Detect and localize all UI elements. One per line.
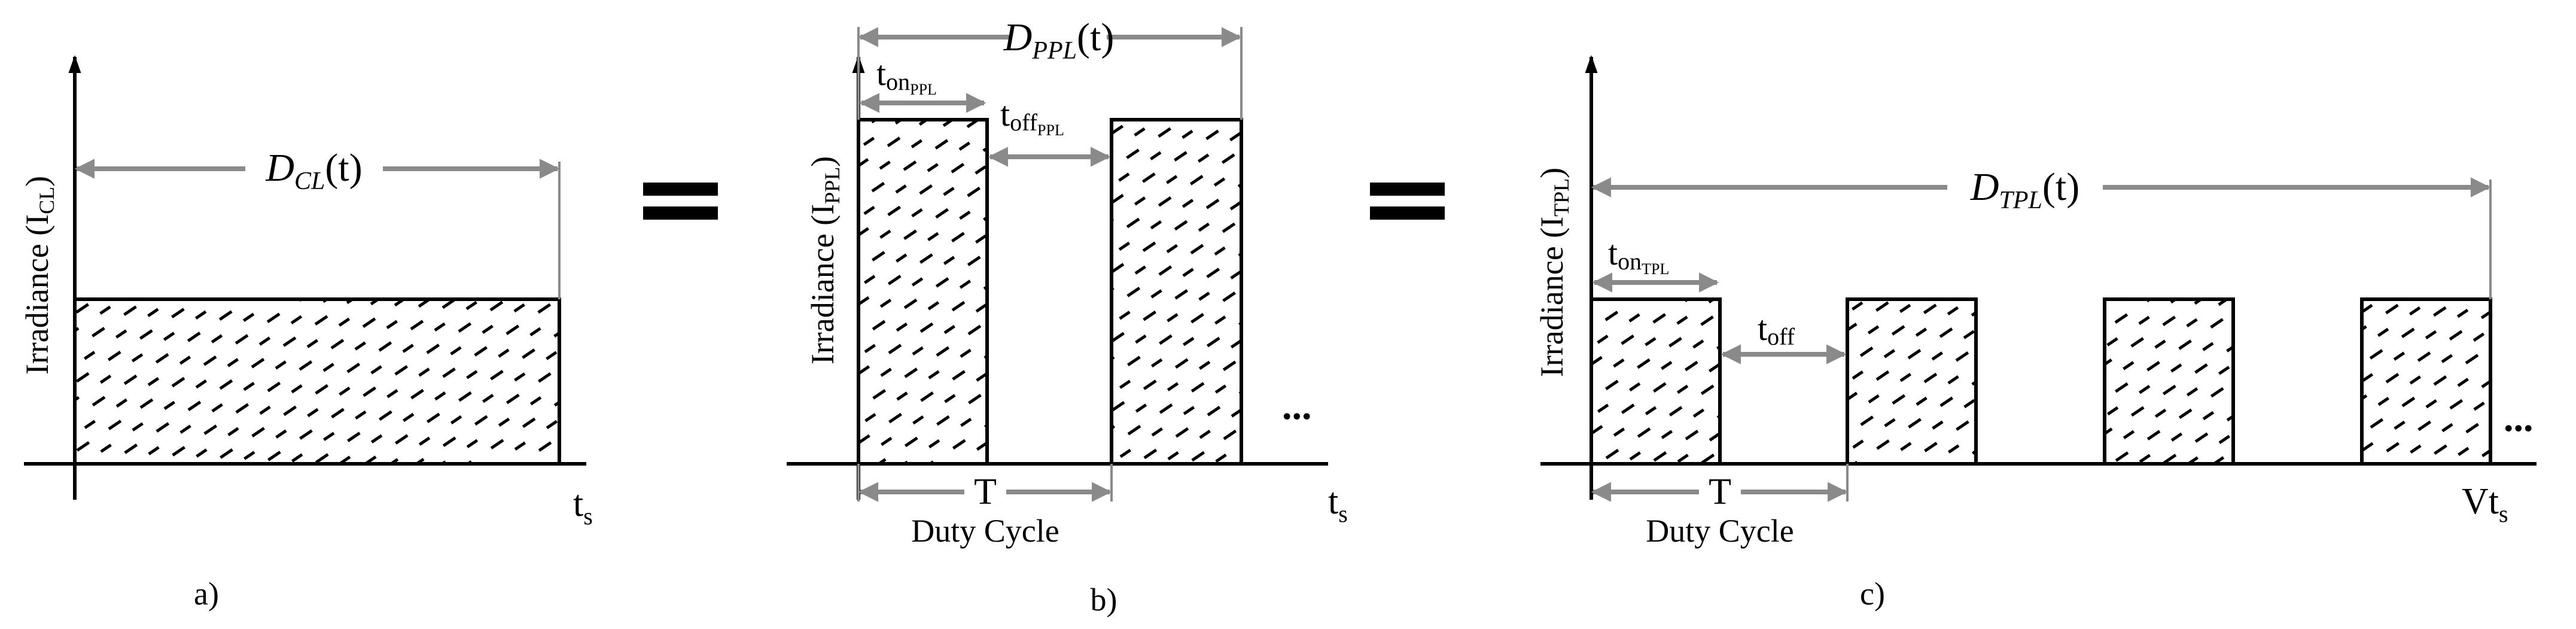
equals-sign-2: =: [1370, 5, 1445, 220]
panel-b-caption: b): [1091, 582, 1118, 618]
panel-a-x-axis-label: ts: [573, 484, 593, 530]
panel-c-ellipsis: ...: [2504, 396, 2534, 440]
panel-b-period-label: T: [974, 472, 997, 512]
panel-c-dose-label: DTPL(t): [1970, 165, 2079, 214]
panel-c-x-axis-label: Vts: [2462, 481, 2508, 527]
panel-c-ton-label: tonTPL: [1608, 233, 1669, 278]
panel-c-pulse-4: [2360, 297, 2492, 466]
panel-b-pulse-2: [1110, 118, 1243, 466]
panel-c-caption: c): [1860, 576, 1885, 612]
panel-c-period-label: T: [1709, 472, 1731, 512]
panel-c-pulse-1: [1590, 297, 1722, 466]
panel-b-ellipsis: ...: [1282, 384, 1312, 428]
panel-b: DPPL(t) tonPPL toffPPL T Duty Cycle ... …: [787, 16, 1348, 618]
panel-a-y-axis-label: Irradiance (ICL): [19, 176, 59, 375]
equals-sign-2-text: =: [1407, 5, 1408, 7]
panel-b-duty-cycle-label: Duty Cycle: [911, 513, 1059, 549]
panel-b-x-axis-label: ts: [1328, 481, 1348, 527]
panel-c-toff-label: toff: [1758, 309, 1795, 350]
panel-b-pulse-1: [857, 118, 989, 466]
panel-a: DCL(t) Irradiance (ICL) ts a): [19, 55, 593, 612]
panel-b-ton-label: tonPPL: [876, 54, 937, 98]
panel-c-pulse-2: [1846, 297, 1978, 466]
panel-a-dose-label: DCL(t): [265, 146, 362, 195]
panel-b-toff-label: toffPPL: [1000, 95, 1064, 139]
panel-c-pulse-3: [2103, 297, 2235, 466]
panel-b-dose-label: DPPL(t): [1003, 16, 1115, 65]
panel-c: DTPL(t) tonTPL toff T Duty Cycle ... Irr…: [1534, 55, 2537, 612]
panel-c-duty-cycle-label: Duty Cycle: [1646, 513, 1794, 549]
panel-a-continuous-pulse: [73, 297, 561, 466]
panel-c-y-axis-label: Irradiance (ITPL): [1534, 168, 1573, 377]
equals-sign-1: =: [643, 5, 718, 220]
panel-b-y-axis-label: Irradiance (IPPL): [805, 156, 844, 364]
equals-sign-1-text: =: [680, 5, 681, 7]
panel-a-caption: a): [194, 576, 219, 612]
